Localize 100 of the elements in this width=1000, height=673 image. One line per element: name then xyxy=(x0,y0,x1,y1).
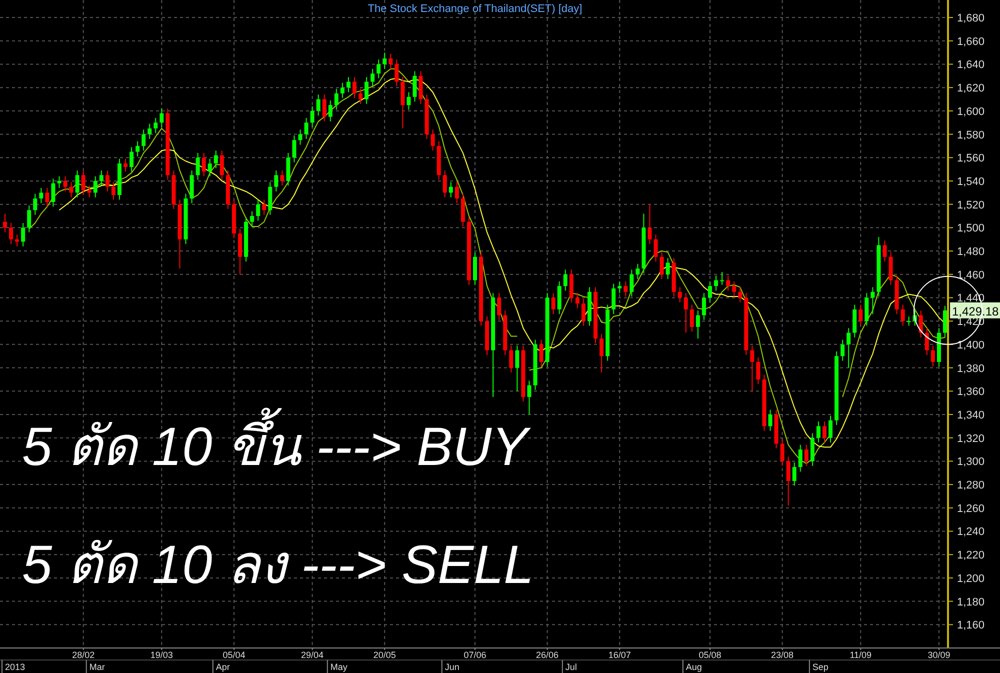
candlestick xyxy=(924,328,929,356)
candlestick xyxy=(840,339,845,362)
candlestick xyxy=(804,444,808,466)
candlestick xyxy=(618,280,622,294)
candlestick xyxy=(310,106,314,128)
candlestick xyxy=(274,170,278,192)
candlestick xyxy=(57,176,62,188)
candlestick xyxy=(768,409,772,432)
candlestick xyxy=(557,280,562,315)
candlestick xyxy=(900,304,905,326)
candlestick xyxy=(33,193,38,216)
text: Jun xyxy=(444,662,460,672)
candlestick xyxy=(852,304,857,338)
y-tick-label: 1,520 xyxy=(957,199,985,212)
candlestick xyxy=(888,252,893,286)
candlestick xyxy=(612,283,616,315)
y-tick-label: 1,240 xyxy=(957,526,985,538)
candlestick xyxy=(666,258,670,280)
candlestick xyxy=(364,76,369,104)
candlestick xyxy=(624,280,628,298)
candlestick xyxy=(906,316,911,326)
candlestick xyxy=(810,432,814,466)
x-tick-label: 05/04 xyxy=(222,650,246,660)
candlestick xyxy=(136,140,140,157)
text: Apr xyxy=(216,662,230,672)
candlestick xyxy=(154,117,158,134)
candlestick xyxy=(292,134,296,163)
candlestick xyxy=(750,345,754,392)
candlestick xyxy=(460,193,465,228)
candlestick xyxy=(334,88,338,110)
candlestick xyxy=(316,94,320,116)
candlestick xyxy=(340,82,344,99)
y-tick-label: 1,360 xyxy=(957,386,985,398)
candlestick xyxy=(75,170,80,198)
candlestick xyxy=(51,178,56,208)
text: 1,429.18 xyxy=(952,304,1000,318)
y-tick-label: 1,220 xyxy=(957,550,985,562)
candlestick xyxy=(943,305,947,338)
candlestick xyxy=(780,438,784,466)
y-tick-label: 1,320 xyxy=(957,432,985,445)
candlestick xyxy=(400,76,405,129)
candlestick xyxy=(720,272,724,286)
candlestick xyxy=(684,292,688,334)
annotation: 5 ตัด 10 ลง ---> SELL xyxy=(22,535,534,595)
x-tick-label: 19/03 xyxy=(150,650,173,660)
candlestick xyxy=(702,292,706,320)
candlestick xyxy=(160,108,164,128)
text: Aug xyxy=(686,662,702,672)
candlestick xyxy=(828,415,833,444)
candlestick xyxy=(412,70,417,102)
candlestick xyxy=(280,170,284,186)
y-tick-label: 1,380 xyxy=(957,362,985,375)
candlestick xyxy=(539,339,544,368)
candlestick xyxy=(63,176,68,192)
candlestick xyxy=(918,310,923,338)
y-tick-label: 1,560 xyxy=(957,152,985,165)
y-tick-label: 1,500 xyxy=(957,222,985,235)
x-tick-label: 23/08 xyxy=(771,650,794,660)
candlestick xyxy=(882,240,887,262)
text: Sep xyxy=(812,662,828,672)
candlestick xyxy=(298,129,302,146)
candlestick xyxy=(660,252,664,280)
candlestick xyxy=(286,152,290,186)
y-tick-label: 1,200 xyxy=(957,572,985,585)
candlestick xyxy=(130,146,134,172)
candlestick xyxy=(328,100,332,122)
candlestick xyxy=(376,59,381,79)
candlestick xyxy=(39,187,44,204)
candlestick xyxy=(220,150,224,180)
candlestick xyxy=(822,420,826,444)
candlestick xyxy=(148,123,152,140)
candlestick xyxy=(515,345,520,392)
candlestick xyxy=(798,444,802,472)
candlestick xyxy=(358,88,363,104)
candlestick xyxy=(726,275,730,292)
candlestick xyxy=(442,170,447,198)
x-tick-label: 07/06 xyxy=(464,650,486,660)
candlestick xyxy=(388,53,393,70)
candlestick xyxy=(382,52,387,70)
y-tick-label: 1,300 xyxy=(957,456,985,468)
candlestick xyxy=(563,269,568,292)
y-tick-label: 1,580 xyxy=(957,129,985,142)
candlestick xyxy=(69,182,74,198)
candlestick xyxy=(678,286,682,303)
candlestick xyxy=(816,420,820,444)
candlestick xyxy=(21,222,26,247)
y-tick-label: 1,180 xyxy=(957,596,985,608)
candlestick xyxy=(142,129,146,152)
candlestick xyxy=(99,170,104,186)
candlestick xyxy=(690,304,694,332)
candlestick xyxy=(93,176,98,198)
candlestick xyxy=(454,182,459,204)
candlestick xyxy=(858,304,863,326)
candlestick xyxy=(870,286,875,315)
candlestick xyxy=(630,269,634,298)
candlestick xyxy=(214,150,218,169)
y-tick-label: 1,340 xyxy=(957,409,985,422)
candlestick xyxy=(636,263,640,280)
y-tick-label: 1,460 xyxy=(957,269,985,282)
annotation: 5 ตัด 10 ขึ้น ---> BUY xyxy=(22,407,532,477)
